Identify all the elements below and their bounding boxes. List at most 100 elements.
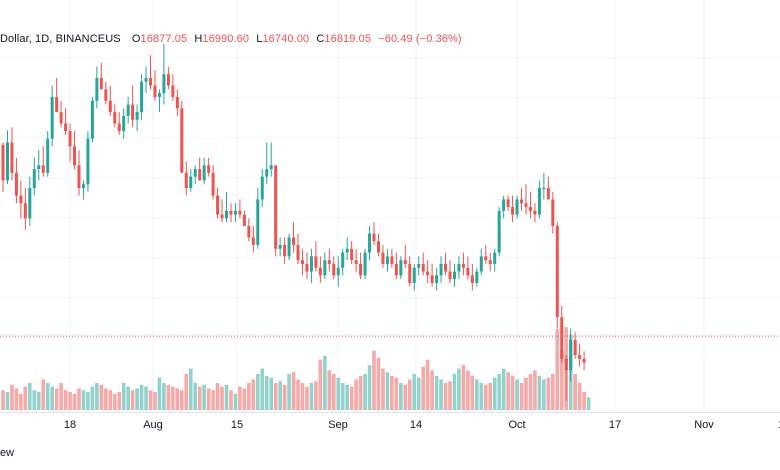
volume-bar xyxy=(443,383,448,410)
candle-body xyxy=(582,358,586,363)
volume-bar xyxy=(130,390,135,410)
candle-body xyxy=(283,244,287,257)
candle-body xyxy=(149,77,153,86)
candle-body xyxy=(153,85,157,97)
volume-bar xyxy=(220,386,224,410)
volume-bar xyxy=(483,384,488,410)
volume-bar xyxy=(515,379,519,410)
volume-bar xyxy=(323,356,327,410)
volume-bar xyxy=(390,375,394,410)
volume-bar xyxy=(542,379,546,410)
candle-body xyxy=(533,210,537,215)
volume-bar xyxy=(184,374,189,410)
candle-body xyxy=(426,271,430,276)
change-value: −60.49 (−0.36%) xyxy=(378,33,462,45)
volume-bar xyxy=(50,386,54,410)
volume-bar xyxy=(314,381,318,410)
volume-bar xyxy=(247,383,251,410)
volume-bar xyxy=(546,377,551,410)
volume-bar xyxy=(148,390,153,410)
x-tick-label: 17 xyxy=(609,419,621,431)
symbol-text: Dollar, 1D, BINANCEUS xyxy=(0,33,121,45)
tradingview-credit: ew xyxy=(0,447,15,459)
volume-bar xyxy=(255,374,260,410)
volume-bar xyxy=(555,329,560,410)
x-tick-label: Oct xyxy=(508,419,525,431)
candle-body xyxy=(457,263,461,272)
candle-body xyxy=(81,184,85,189)
volume-bar xyxy=(358,375,363,410)
volume-bar xyxy=(524,377,528,410)
volume-bar xyxy=(59,383,63,410)
candle-body xyxy=(28,188,32,219)
volume-bar xyxy=(282,384,287,410)
candle-body xyxy=(484,256,488,261)
candle-body xyxy=(73,146,77,166)
volume-bar xyxy=(19,393,23,410)
candle-body xyxy=(32,169,36,189)
volume-bar xyxy=(336,377,341,410)
candle-body xyxy=(175,96,179,109)
candle-body xyxy=(157,93,161,97)
candle-body xyxy=(269,165,273,170)
volume-bar xyxy=(206,388,211,410)
volume-bar xyxy=(363,374,367,410)
volume-bar xyxy=(162,383,166,410)
candle-body xyxy=(265,169,269,177)
volume-bar xyxy=(448,381,452,410)
volume-bar xyxy=(327,370,332,410)
candle-body xyxy=(202,165,206,181)
candle-body xyxy=(37,165,41,170)
volume-bar xyxy=(305,386,309,410)
candle-body xyxy=(327,260,331,264)
x-tick-label: 1 xyxy=(778,419,780,431)
volume-bar xyxy=(224,384,229,410)
candle-body xyxy=(113,112,117,124)
volume-bar xyxy=(14,388,19,410)
open-value: 16877.05 xyxy=(140,33,188,45)
volume-bar xyxy=(273,383,278,410)
candle-body xyxy=(140,81,144,113)
candle-body xyxy=(233,210,237,215)
volume-bar xyxy=(229,390,233,410)
candle-body xyxy=(461,263,465,268)
volume-bar xyxy=(510,375,515,410)
candle-body xyxy=(341,252,345,268)
volume-bar xyxy=(372,350,376,410)
candle-body xyxy=(117,123,121,132)
volume-bar xyxy=(135,388,139,410)
volume-bar xyxy=(559,350,564,410)
candle-body xyxy=(99,77,103,90)
volume-bar xyxy=(144,386,148,410)
candle-body xyxy=(77,165,81,189)
volume-bar xyxy=(519,383,524,410)
volume-bar xyxy=(175,388,180,410)
volume-bar xyxy=(291,372,296,410)
volume-bar xyxy=(153,392,157,410)
candle-body xyxy=(225,210,228,219)
volume-bar xyxy=(278,381,282,410)
candle-body xyxy=(180,108,184,173)
candle-body xyxy=(14,172,18,196)
candle-body xyxy=(300,260,304,264)
volume-bar xyxy=(215,383,220,410)
candle-body xyxy=(524,203,528,208)
volume-bar xyxy=(475,379,479,410)
volume-bar xyxy=(45,383,50,410)
volume-bar xyxy=(492,377,497,410)
candle-body xyxy=(345,248,349,253)
volume-bar xyxy=(457,368,461,410)
volume-bar xyxy=(211,390,215,410)
volume-bar xyxy=(421,366,425,410)
candle-body xyxy=(470,275,474,283)
candle-body xyxy=(560,317,564,359)
candle-body xyxy=(1,144,5,181)
open-label: O xyxy=(131,33,141,45)
candle-body xyxy=(466,267,470,276)
candle-body xyxy=(162,74,166,94)
candle-body xyxy=(251,237,255,245)
volume-bar xyxy=(287,374,291,410)
volume-bar xyxy=(577,383,582,410)
